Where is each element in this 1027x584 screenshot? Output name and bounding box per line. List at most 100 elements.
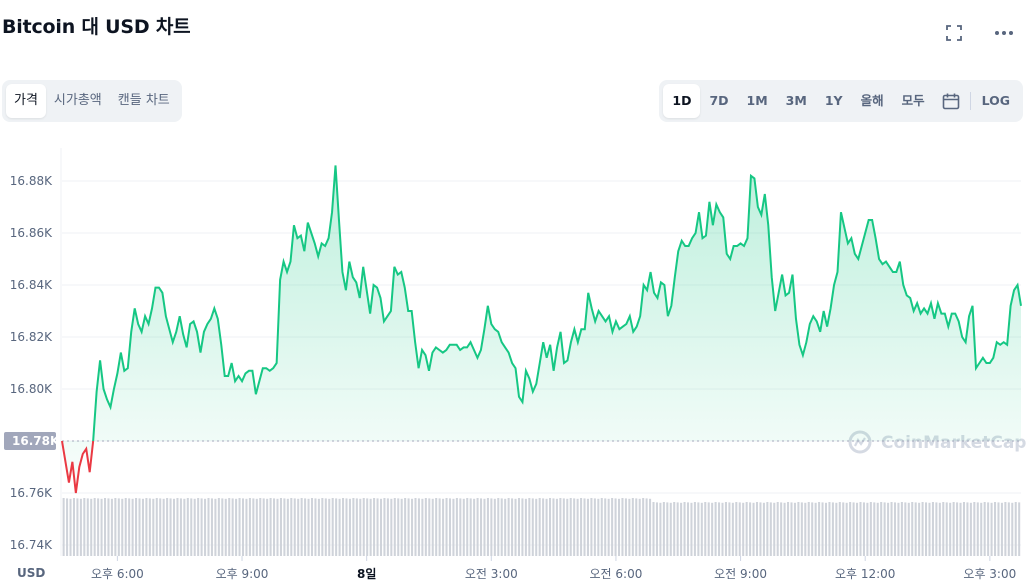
volume-bar [497,498,500,556]
volume-bar [483,498,486,556]
volume-bar [583,498,586,556]
volume-bar [166,498,169,556]
volume-bar [642,498,645,556]
volume-bar [690,502,693,556]
volume-bar [93,498,96,556]
volume-bar [928,502,931,556]
range-ytd[interactable]: 올해 [860,93,884,108]
volume-bar [1018,502,1021,556]
fullscreen-icon[interactable] [943,22,965,44]
volume-bar [662,502,665,556]
volume-bar [700,502,703,556]
volume-bar [914,502,917,556]
range-7d[interactable]: 7D [709,93,729,108]
tab-price[interactable]: 가격 [6,84,46,118]
range-3m[interactable]: 3M [785,93,807,108]
volume-bar [473,498,476,556]
range-1d[interactable]: 1D [663,84,701,118]
volume-bar [597,498,600,556]
reference-badge-label: 16.78K [12,434,60,448]
volume-bar [128,498,131,556]
volume-bar [559,498,562,556]
range-1y[interactable]: 1Y [824,93,843,108]
volume-bar [493,498,496,556]
volume-bar [331,498,334,556]
volume-bar [787,502,790,556]
volume-bar [342,498,345,556]
volume-bar [455,498,458,556]
volume-bar [79,498,82,556]
volume-bar [417,498,420,556]
x-tick-label: 오전 6:00 [590,567,643,581]
volume-bar [255,498,258,556]
volume-bar [259,498,262,556]
range-all[interactable]: 모두 [901,93,925,108]
volume-bar [390,498,393,556]
volume-bar [890,502,893,556]
x-axis: 오후 6:00 오후 9:00 8일 오전 3:00 오전 6:00 오전 9:00 오후 … [91,556,1016,581]
volume-bar [925,502,928,556]
volume-bar [393,498,396,556]
volume-bar [1007,502,1010,556]
more-icon[interactable] [993,22,1015,44]
volume-bar [973,502,976,556]
volume-bar [224,498,227,556]
volume-bar [145,498,148,556]
price-line-up [92,165,1022,442]
log-scale-toggle[interactable]: LOG [981,93,1010,108]
volume-bar [103,498,107,556]
volume-bar [635,498,638,556]
volume-bar [938,502,941,556]
volume-bar [666,502,669,556]
volume-bar [276,498,279,556]
volume-bar [72,498,75,556]
volume-bar [369,498,372,556]
volume-bar [362,498,365,556]
volume-bar [983,502,986,556]
volume-bar [866,502,869,556]
calendar-icon[interactable] [934,84,968,118]
volume-bar [535,498,538,556]
volume-bar [545,498,548,556]
volume-bar [900,502,903,556]
volume-bar [414,498,417,556]
volume-bar [952,502,955,556]
volume-bar [949,502,952,556]
volume-bar [704,502,707,556]
volume-bar [131,498,134,556]
volume-bar [759,502,762,556]
volume-bar [793,502,796,556]
volume-bar [197,498,200,556]
volume-bar [962,502,966,556]
volume-bar [897,502,900,556]
volume-bar [524,498,527,556]
volume-bar [345,498,348,556]
price-line-down [61,440,95,494]
volume-bar [845,502,848,556]
volume-bar [555,498,558,556]
volume-bar [652,502,655,556]
volume-bar [735,502,738,556]
volume-bar [448,498,452,556]
volume-bar [1014,502,1017,556]
volume-bar [324,498,327,556]
volume-bar [628,498,631,556]
volume-bar [783,502,786,556]
volume-bar [62,498,65,556]
chart-toolbar [943,22,1015,44]
volume-bar [911,502,914,556]
tab-candle-chart[interactable]: 캔들 차트 [117,93,170,108]
volume-bar [462,498,465,556]
volume-bar [100,498,103,556]
volume-bars [62,498,1021,556]
volume-bar [297,498,300,556]
tab-market-cap[interactable]: 시가총액 [53,93,102,108]
volume-bar [138,498,141,556]
volume-bar [800,502,803,556]
volume-bar [169,498,172,556]
volume-bar [959,502,962,556]
volume-bar [469,498,472,556]
volume-bar [110,498,113,556]
volume-bar [183,498,186,556]
range-1m[interactable]: 1M [746,93,768,108]
